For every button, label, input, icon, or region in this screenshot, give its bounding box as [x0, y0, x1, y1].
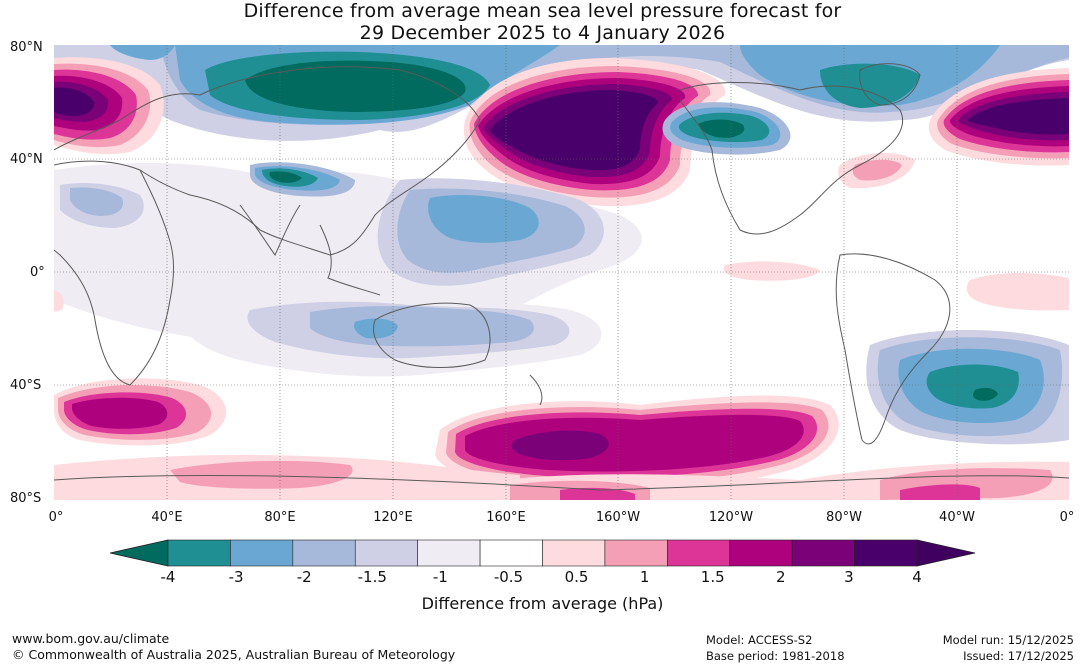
colorbar-tick-label: -1 [432, 568, 448, 586]
lon-label-40w: 40°W [939, 510, 975, 525]
colorbar-tick-label: -0.5 [493, 568, 524, 586]
lon-label-0-right: 0° [1059, 510, 1075, 525]
colorbar-extend-low [109, 539, 169, 567]
lon-label-160w: 160°W [595, 510, 641, 525]
lat-label-80s: 80°S [10, 491, 42, 506]
colorbar-swatch [791, 539, 855, 567]
colorbar-tick-label: 1.5 [700, 568, 725, 586]
colorbar-tick-label: -2 [296, 568, 312, 586]
issued-date: Issued: 17/12/2025 [963, 649, 1074, 663]
lon-label-80w: 80°W [826, 510, 862, 525]
lon-label-120w: 120°W [708, 510, 754, 525]
colorbar-swatch [667, 539, 731, 567]
colorbar-tick-label: -1.5 [357, 568, 387, 586]
map-title: Difference from average mean sea level p… [0, 0, 1085, 44]
colorbar-swatch [292, 539, 356, 567]
south-pacific-positive-centre [435, 395, 839, 492]
south-atlantic-negative-centre [866, 330, 1069, 445]
lat-label-40s: 40°S [10, 378, 42, 393]
website-link[interactable]: www.bom.gov.au/climate [12, 631, 170, 646]
lon-label-160e: 160°E [486, 510, 526, 525]
lat-label-80n: 80°N [10, 40, 43, 55]
colorbar-tick-label: -4 [160, 568, 176, 586]
lon-label-40e: 40°E [151, 510, 183, 525]
colorbar-tick-label: 3 [844, 568, 854, 586]
antarctic-band [54, 454, 1069, 500]
footer-left: www.bom.gov.au/climate © Commonwealth of… [12, 631, 455, 663]
colorbar-swatch [542, 539, 606, 567]
colorbar-label: Difference from average (hPa) [421, 594, 664, 613]
colorbar-swatch [604, 539, 668, 567]
colorbar-tick-label: 1 [639, 568, 650, 586]
colorbar-swatch [854, 539, 918, 567]
gridlines [54, 45, 1069, 500]
north-atlantic-positive-centre [928, 68, 1069, 166]
colorbar-tick-label: 4 [912, 568, 922, 586]
australia-negative-region [179, 294, 602, 377]
colorbar-swatch [729, 539, 793, 567]
title-line-2: 29 December 2025 to 4 January 2026 [359, 22, 726, 44]
colorbar-swatch [354, 539, 418, 567]
colorbar-extend-high [916, 539, 976, 567]
colorbar-swatch [417, 539, 481, 567]
title-line-1: Difference from average mean sea level p… [243, 0, 842, 22]
colorbar-swatch [230, 539, 294, 567]
alaska-negative-centre [662, 102, 791, 155]
colorbar-tick-label: 0.5 [564, 568, 589, 586]
lon-label-0: 0° [48, 510, 64, 525]
lat-label-equator: 0° [30, 265, 45, 280]
colorbar [109, 539, 976, 567]
lon-label-120e: 120°E [373, 510, 413, 525]
copyright-text: © Commonwealth of Australia 2025, Austra… [12, 647, 456, 662]
model-run-date: Model run: 15/12/2025 [942, 633, 1074, 647]
colorbar-tick-label: 2 [776, 568, 786, 586]
pressure-anomaly-field [54, 45, 1069, 500]
footer-run-info: Model run: 15/12/2025 Issued: 17/12/2025 [943, 632, 1074, 664]
colorbar-swatch [479, 539, 543, 567]
footer-model-info: Model: ACCESS-S2 Base period: 1981-2018 [706, 632, 845, 664]
colorbar-swatch [167, 539, 231, 567]
north-pacific-positive-centre [463, 58, 726, 207]
lon-label-80e: 80°E [264, 510, 296, 525]
coastlines [54, 63, 1069, 491]
model-name: Model: ACCESS-S2 [706, 633, 813, 647]
south-indian-positive-centre [54, 378, 227, 446]
base-period: Base period: 1981-2018 [706, 649, 845, 663]
colorbar-tick-label: -3 [228, 568, 244, 586]
lat-label-40n: 40°N [10, 152, 43, 167]
